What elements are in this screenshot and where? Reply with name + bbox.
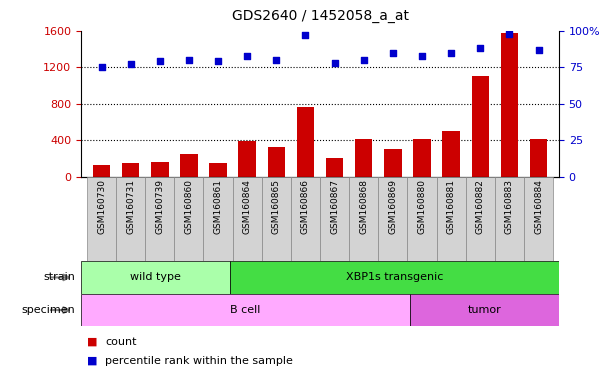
Point [330,60,340,66]
Bar [233,177,262,261]
Bar [349,177,378,261]
Text: GSM160883: GSM160883 [505,179,514,234]
Bar [180,154,198,177]
Text: GSM160880: GSM160880 [418,179,427,234]
Text: ■: ■ [87,337,97,347]
Bar [291,177,320,261]
Point [97,64,106,70]
Point [447,50,456,56]
Point [300,32,310,38]
Bar [174,177,204,261]
Text: percentile rank within the sample: percentile rank within the sample [105,356,293,366]
Bar [320,177,349,261]
Point [242,53,252,59]
Text: GSM160864: GSM160864 [243,179,252,234]
Bar [530,139,548,177]
Text: GSM160865: GSM160865 [272,179,281,234]
Bar [230,261,559,294]
Text: GSM160866: GSM160866 [301,179,310,234]
Point [126,61,135,67]
Bar [87,177,116,261]
Bar [413,139,431,177]
Bar [495,177,524,261]
Text: GSM160861: GSM160861 [213,179,222,234]
Text: GSM160730: GSM160730 [97,179,106,234]
Text: wild type: wild type [130,272,182,283]
Text: GSM160860: GSM160860 [185,179,194,234]
Bar [466,177,495,261]
Point [272,57,281,63]
Text: count: count [105,337,136,347]
Bar [326,158,343,177]
Text: strain: strain [43,272,75,283]
Bar [122,162,139,177]
Bar [204,177,233,261]
Bar [524,177,553,261]
Point [359,57,368,63]
Bar [209,162,227,177]
Point [417,53,427,59]
Bar [151,162,168,177]
Bar [239,141,256,177]
Bar [407,177,436,261]
Bar [81,294,410,326]
Text: GSM160881: GSM160881 [447,179,456,234]
Text: GDS2640 / 1452058_a_at: GDS2640 / 1452058_a_at [231,9,409,23]
Bar [378,177,407,261]
Bar [145,177,174,261]
Text: specimen: specimen [22,305,75,315]
Point [475,45,485,51]
Point [155,58,165,65]
Text: GSM160731: GSM160731 [126,179,135,234]
Point [184,57,194,63]
Point [505,31,514,37]
Bar [81,261,230,294]
Bar [442,131,460,177]
Bar [501,33,518,177]
Bar [472,76,489,177]
Text: XBP1s transgenic: XBP1s transgenic [346,272,444,283]
Text: B cell: B cell [230,305,261,315]
Text: GSM160882: GSM160882 [476,179,485,234]
Bar [355,139,373,177]
Bar [384,149,401,177]
Bar [297,107,314,177]
Text: tumor: tumor [468,305,501,315]
Bar [410,294,559,326]
Bar [262,177,291,261]
Text: GSM160884: GSM160884 [534,179,543,234]
Point [534,46,543,53]
Bar [116,177,145,261]
Bar [267,147,285,177]
Text: GSM160739: GSM160739 [155,179,164,234]
Bar [93,165,110,177]
Text: GSM160868: GSM160868 [359,179,368,234]
Text: GSM160869: GSM160869 [388,179,397,234]
Text: ■: ■ [87,356,97,366]
Bar [436,177,466,261]
Text: GSM160867: GSM160867 [330,179,339,234]
Point [388,50,398,56]
Point [213,58,223,65]
